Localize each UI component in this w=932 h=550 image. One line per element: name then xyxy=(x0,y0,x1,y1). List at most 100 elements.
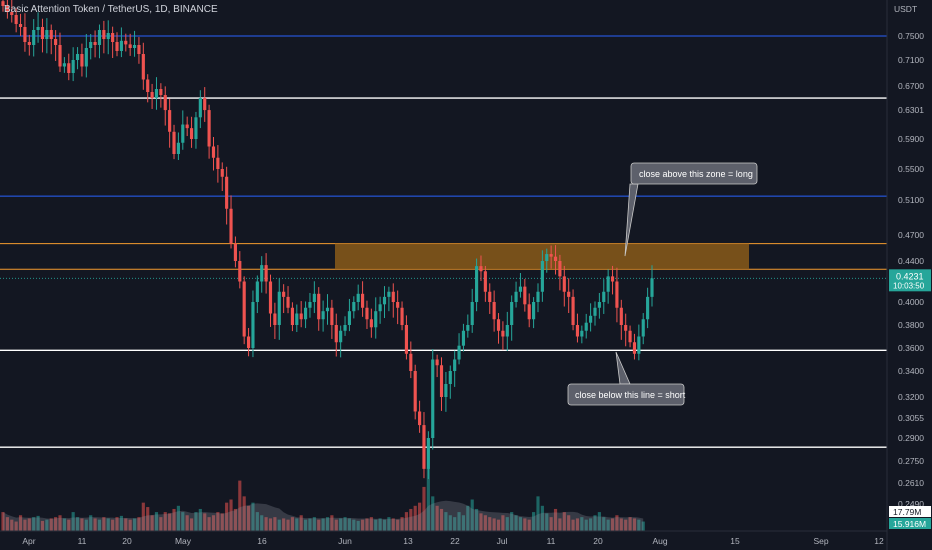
candle xyxy=(334,313,338,357)
volume-bar xyxy=(545,513,549,531)
volume-bar xyxy=(514,515,518,531)
candle xyxy=(238,251,242,289)
candle xyxy=(479,255,483,281)
candle-body xyxy=(593,307,597,316)
candle-body xyxy=(597,302,601,308)
callout-short[interactable]: close below this line = short xyxy=(567,351,686,406)
candle xyxy=(514,281,518,308)
candle-body xyxy=(255,281,259,302)
candle xyxy=(470,288,474,333)
candle-body xyxy=(141,54,145,80)
callout-long[interactable]: close above this zone = long xyxy=(624,162,758,257)
candle-body xyxy=(347,311,352,325)
time-tick-label: 13 xyxy=(403,536,413,546)
candle-body xyxy=(461,330,466,346)
candle-body xyxy=(185,124,189,129)
candle-body xyxy=(571,296,575,325)
candle xyxy=(106,20,110,55)
candle xyxy=(475,258,479,312)
candle xyxy=(409,341,413,379)
candle xyxy=(154,77,159,110)
candle-body xyxy=(264,265,268,282)
candle-body xyxy=(505,325,509,337)
candle-body xyxy=(650,278,654,297)
candle xyxy=(632,333,637,360)
volume-bar xyxy=(483,515,487,531)
candle xyxy=(339,325,343,358)
price-tick-label: 0.2750 xyxy=(898,456,924,466)
price-tick-label: 0.5500 xyxy=(898,164,924,174)
candle xyxy=(71,47,75,82)
candle xyxy=(137,37,141,64)
price-tick-label: 0.4000 xyxy=(898,297,924,307)
candle-body xyxy=(238,261,242,282)
candle-body xyxy=(470,302,474,325)
volume-bar xyxy=(562,512,566,531)
candle-body xyxy=(49,30,53,39)
volume-bar xyxy=(387,517,391,531)
candle xyxy=(593,301,597,326)
volume-bar xyxy=(132,518,137,531)
time-tick-label: 22 xyxy=(450,536,460,546)
candle-body xyxy=(391,291,395,302)
volume-bar xyxy=(216,512,220,531)
candle xyxy=(277,278,281,340)
volume-bar xyxy=(518,517,523,531)
candle-body xyxy=(93,42,97,45)
candle xyxy=(246,327,251,357)
candle xyxy=(426,431,430,480)
candle-body xyxy=(246,336,251,348)
candle xyxy=(273,302,277,339)
volume-bar xyxy=(558,518,562,531)
candle-body xyxy=(606,276,610,292)
volume-bar xyxy=(119,515,123,531)
volume-bar xyxy=(361,519,365,531)
volume-bar xyxy=(246,505,251,531)
volume-bar xyxy=(628,517,632,531)
candle xyxy=(453,350,457,387)
volume-bar xyxy=(273,517,277,531)
candle xyxy=(282,284,286,314)
volume-bar xyxy=(593,515,597,531)
candle-body xyxy=(457,345,461,360)
candle xyxy=(444,371,448,412)
time-tick-label: 20 xyxy=(593,536,603,546)
candle xyxy=(211,137,216,171)
volume-bar xyxy=(97,519,102,531)
price-tick-label: 0.5100 xyxy=(898,195,924,205)
volume-bar xyxy=(426,468,430,531)
chart-title: Basic Attention Token / TetherUS, 1D, BI… xyxy=(4,4,218,15)
candle-body xyxy=(532,302,536,320)
candle xyxy=(413,364,417,420)
volume-bar xyxy=(448,515,452,531)
volume-bar xyxy=(343,517,347,531)
candle-body xyxy=(203,98,207,111)
candle-body xyxy=(567,291,571,297)
candle xyxy=(54,30,58,61)
candle xyxy=(536,283,540,313)
time-axis[interactable]: Apr 11 20 May 16 Jun 13 22 Jul 11 20 Aug 15 Sep 12 xyxy=(0,530,887,546)
candles xyxy=(1,0,654,480)
volume-bar xyxy=(172,508,176,531)
volume-bar xyxy=(40,520,45,531)
time-tick-label: 11 xyxy=(547,536,556,546)
price-tick-label: 0.6301 xyxy=(898,105,924,115)
callout-short-text: close below this line = short xyxy=(575,390,686,400)
current-price-value: 0.4231 xyxy=(896,271,924,281)
volume-bar xyxy=(606,519,610,531)
candle-body xyxy=(632,342,637,354)
candle-body xyxy=(426,438,430,469)
horizontal-levels xyxy=(0,35,887,448)
price-axis[interactable]: USDT 0.7500 0.7100 0.6700 0.6301 0.5900 0.550… xyxy=(886,0,931,550)
candle xyxy=(501,321,505,351)
price-tick-label: 0.5900 xyxy=(898,134,924,144)
candle-body xyxy=(299,313,303,320)
volume-bar xyxy=(141,502,145,531)
candle xyxy=(418,400,422,433)
volume-label-1: 17.79M xyxy=(889,506,931,517)
candle xyxy=(615,267,619,323)
time-tick-label: Aug xyxy=(652,536,667,546)
volume-bar xyxy=(23,519,27,531)
